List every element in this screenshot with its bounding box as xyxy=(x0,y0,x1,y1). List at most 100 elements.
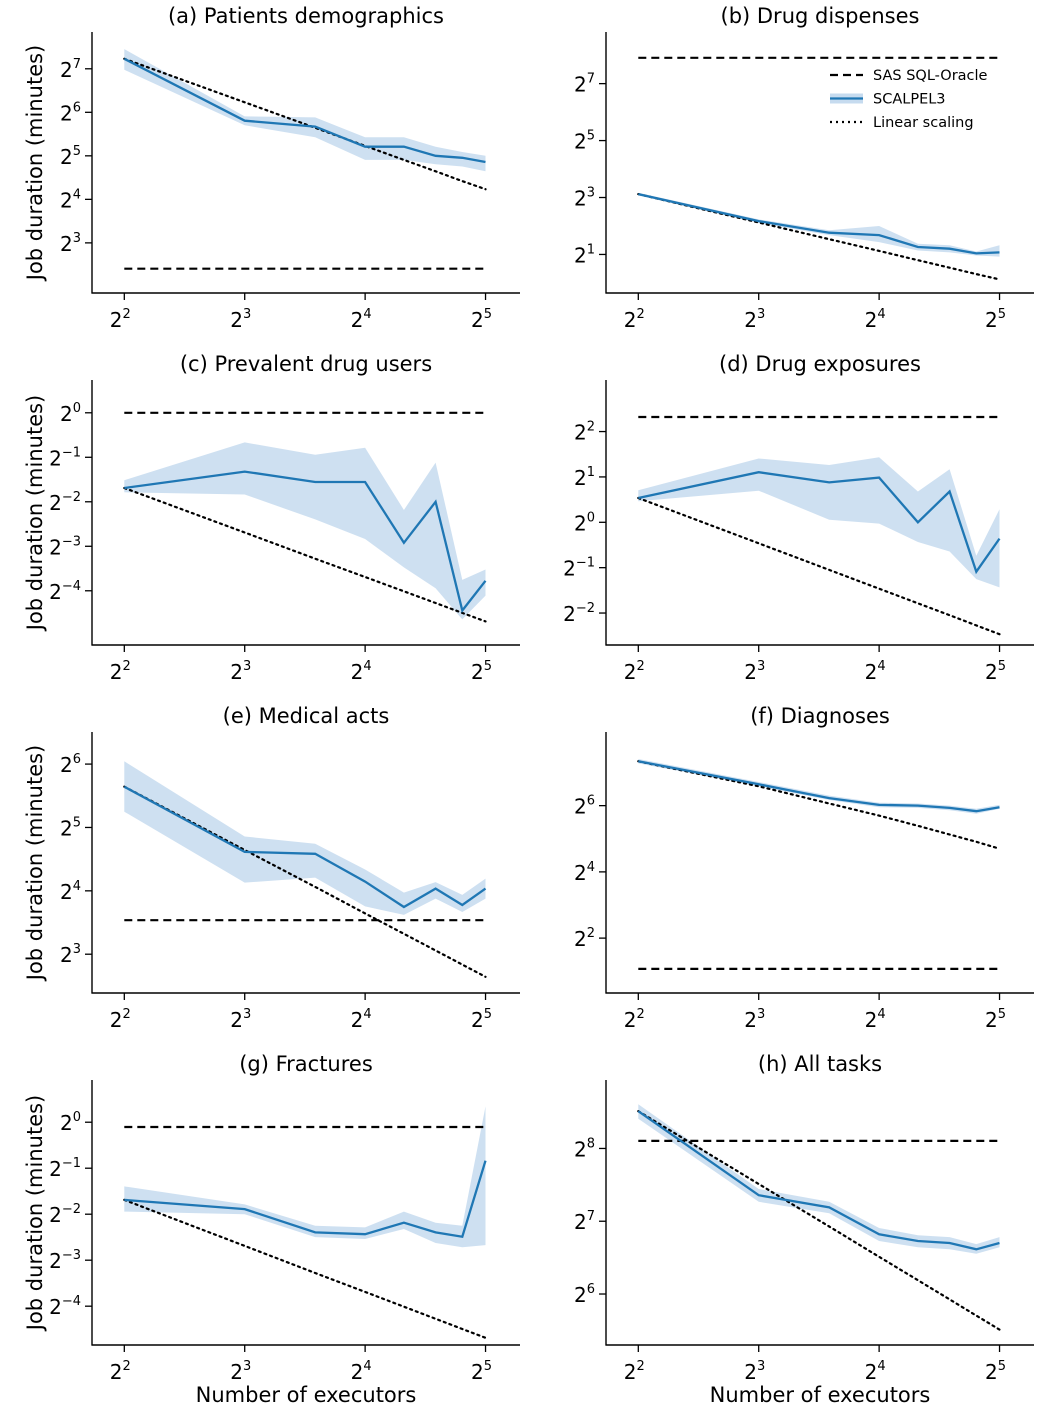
y-tick-label: 25 xyxy=(60,815,81,840)
linear-scaling-line xyxy=(123,486,487,623)
y-axis-label: Job duration (minutes) xyxy=(23,745,47,982)
linear-scaling-line xyxy=(123,785,487,978)
x-tick-label: 25 xyxy=(471,1359,492,1384)
y-tick-label: 25 xyxy=(60,144,81,169)
y-tick-label: 2−3 xyxy=(49,534,81,559)
y-tick-label: 28 xyxy=(574,1136,595,1161)
scalpel-confidence-band xyxy=(124,49,486,172)
chart-title: (d) Drug exposures xyxy=(719,352,921,376)
x-tick-label: 25 xyxy=(471,1007,492,1032)
x-tick-label: 23 xyxy=(744,659,765,684)
x-tick-label: 22 xyxy=(110,1007,131,1032)
x-tick-label: 22 xyxy=(624,659,645,684)
legend-label-scalpel: SCALPEL3 xyxy=(873,92,946,108)
x-tick-label: 24 xyxy=(351,307,372,332)
x-tick-label: 24 xyxy=(865,1359,886,1384)
chart-title: (f) Diagnoses xyxy=(750,704,890,728)
linear-scaling-line xyxy=(637,1110,1001,1331)
scalpel3-line xyxy=(638,192,1000,255)
scalpel3-line xyxy=(123,57,486,164)
linear-scaling-line xyxy=(123,57,487,191)
y-tick-label: 26 xyxy=(60,752,81,777)
x-tick-label: 22 xyxy=(624,307,645,332)
y-tick-label: 27 xyxy=(574,72,595,97)
y-tick-label: 26 xyxy=(60,100,81,125)
y-tick-label: 20 xyxy=(60,401,81,426)
y-tick-label: 2−2 xyxy=(49,1202,81,1227)
y-tick-label: 2−2 xyxy=(49,490,81,515)
x-tick-label: 22 xyxy=(110,1359,131,1384)
scalpel3-line xyxy=(123,785,487,909)
y-tick-label: 21 xyxy=(574,242,595,267)
linear-scaling-line xyxy=(637,760,1001,850)
x-tick-label: 23 xyxy=(744,307,765,332)
linear-scaling-line xyxy=(637,496,1001,636)
x-tick-label: 24 xyxy=(865,1007,886,1032)
scalpel3-line xyxy=(124,1160,487,1238)
linear-scaling-line xyxy=(123,1198,487,1339)
y-tick-label: 2−1 xyxy=(49,445,81,470)
x-tick-label: 22 xyxy=(110,307,131,332)
x-axis-label: Number of executors xyxy=(196,1383,417,1407)
scalpel-confidence-band xyxy=(638,192,1000,257)
y-tick-label: 27 xyxy=(574,1209,595,1234)
x-tick-label: 23 xyxy=(744,1007,765,1032)
y-tick-label: 22 xyxy=(574,926,595,951)
y-axis-label: Job duration (minutes) xyxy=(23,395,47,632)
y-tick-label: 2−2 xyxy=(563,601,595,626)
scalpel-confidence-band xyxy=(124,1106,486,1248)
x-tick-label: 25 xyxy=(985,1359,1006,1384)
x-tick-label: 22 xyxy=(624,1007,645,1032)
x-tick-label: 24 xyxy=(865,659,886,684)
scalpel-confidence-band xyxy=(638,759,1000,814)
x-tick-label: 23 xyxy=(230,659,251,684)
scalpel3-line xyxy=(637,1110,1000,1251)
chart-panel-3: (c) Prevalent drug users 22 23 24 25 2−4 2−3 2−… xyxy=(23,352,520,684)
y-tick-label: 26 xyxy=(574,794,595,819)
y-tick-label: 22 xyxy=(574,420,595,445)
x-tick-label: 23 xyxy=(230,1007,251,1032)
chart-panel-6: (f) Diagnoses 22 23 24 25 22 24 26 xyxy=(574,704,1034,1032)
chart-title: (g) Fractures xyxy=(239,1052,373,1076)
y-tick-label: 24 xyxy=(60,187,81,212)
scalpel3-line xyxy=(124,470,487,614)
x-tick-label: 25 xyxy=(985,1007,1006,1032)
scalpel3-line xyxy=(638,471,1001,575)
x-tick-label: 25 xyxy=(985,307,1006,332)
scalpel-confidence-band xyxy=(124,761,486,915)
y-tick-label: 25 xyxy=(574,129,595,154)
scalpel-confidence-band xyxy=(638,1104,1000,1254)
legend-label-sas: SAS SQL-Oracle xyxy=(873,68,988,84)
chart-panel-2: (b) Drug dispenses 22 23 24 25 21 23 25 27 SAS SQ… xyxy=(574,4,1034,332)
linear-scaling-line xyxy=(637,193,1001,281)
y-tick-label: 2−1 xyxy=(49,1156,81,1181)
y-tick-label: 24 xyxy=(574,860,595,885)
y-tick-label: 23 xyxy=(574,186,595,211)
y-tick-label: 23 xyxy=(60,942,81,967)
chart-title: (c) Prevalent drug users xyxy=(180,352,432,376)
y-axis-label: Job duration (minutes) xyxy=(23,45,47,282)
y-tick-label: 26 xyxy=(574,1282,595,1307)
x-tick-label: 25 xyxy=(985,659,1006,684)
x-tick-label: 23 xyxy=(230,1359,251,1384)
y-tick-label: 20 xyxy=(574,510,595,535)
x-tick-label: 23 xyxy=(230,307,251,332)
y-tick-label: 21 xyxy=(574,465,595,490)
y-tick-label: 2−4 xyxy=(49,579,81,604)
x-tick-label: 23 xyxy=(744,1359,765,1384)
chart-title: (b) Drug dispenses xyxy=(721,4,920,28)
scalpel-confidence-band xyxy=(124,442,486,620)
scalpel3-line xyxy=(638,760,1000,813)
y-tick-label: 2−3 xyxy=(49,1248,81,1273)
y-tick-label: 2−4 xyxy=(49,1294,81,1319)
scalpel-confidence-band xyxy=(638,457,1000,588)
x-tick-label: 24 xyxy=(351,1359,372,1384)
chart-title: (a) Patients demographics xyxy=(168,4,444,28)
x-tick-label: 24 xyxy=(351,659,372,684)
y-axis-label: Job duration (minutes) xyxy=(23,1095,47,1332)
chart-panel-1: (a) Patients demographics 22 23 24 25 23 24 25 2… xyxy=(23,4,520,332)
legend-label-linear: Linear scaling xyxy=(873,115,974,131)
y-tick-label: 23 xyxy=(60,231,81,256)
x-tick-label: 22 xyxy=(624,1359,645,1384)
